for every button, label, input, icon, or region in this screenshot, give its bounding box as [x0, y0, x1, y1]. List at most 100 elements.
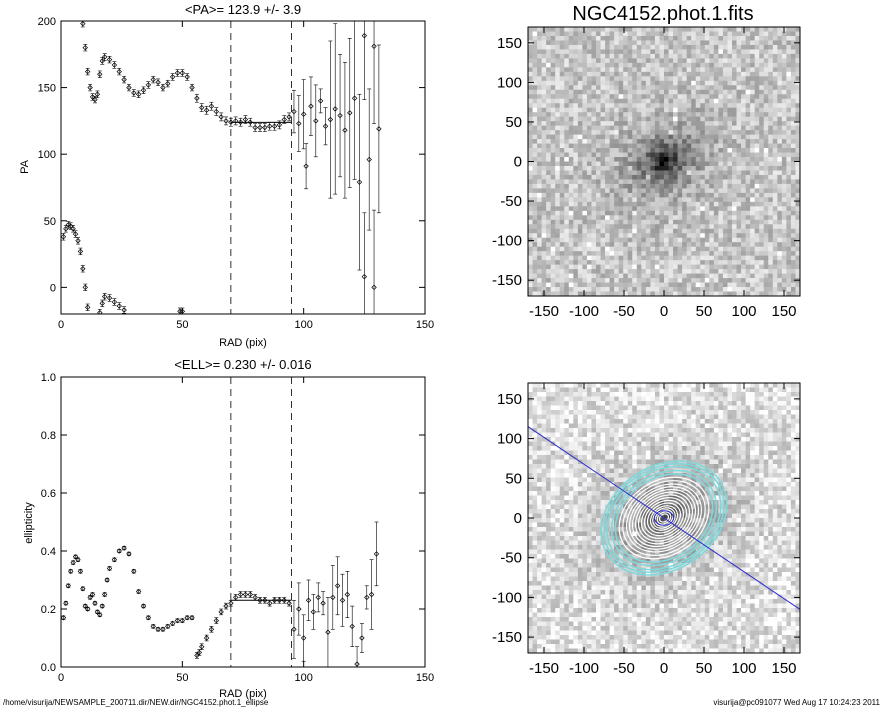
pa-plot-title: <PA>= 123.9 +/- 3.9 [185, 2, 301, 17]
isophote-contour [629, 486, 699, 550]
ell-data-point [315, 582, 321, 613]
ell-y-axis: 0.0 0.2 0.4 0.6 0.8 1.0 [41, 372, 425, 674]
pa-data-point [126, 83, 132, 92]
ell-data-point [189, 615, 195, 621]
image-x-tick-label: 150 [771, 303, 796, 320]
image-x-tick-label: 100 [731, 660, 756, 677]
pa-plot-frame [60, 20, 426, 315]
pa-data-point [97, 309, 103, 314]
pa-data-point [84, 67, 91, 76]
pa-data-point [99, 299, 105, 307]
ell-x-tick-label: 150 [416, 672, 434, 684]
contour-image-x-axis: -150 -100 -50 0 50 100 150 [529, 383, 797, 677]
isophote-contour [637, 494, 691, 542]
pa-data-point [145, 81, 152, 89]
pa-data-point [80, 265, 86, 273]
ell-data-point [155, 626, 161, 632]
pa-data-point [89, 93, 96, 101]
pa-data-point [286, 112, 292, 122]
ell-data-point [213, 617, 220, 624]
image-x-tick-label: 0 [660, 303, 668, 320]
pa-data-point [228, 117, 234, 127]
ell-data-point [257, 597, 263, 604]
pa-data-point [165, 79, 171, 88]
image-y-tick-label: -150 [492, 629, 522, 646]
pa-data-point [97, 70, 103, 78]
ell-data-point [121, 545, 127, 551]
pa-data-point [150, 75, 156, 84]
ell-data-point [92, 600, 98, 606]
pa-data-point [223, 116, 229, 126]
galaxy-image-x-axis: -150 -100 -50 0 50 100 150 [529, 27, 797, 320]
ell-data-point [61, 615, 67, 621]
ell-data-point [349, 605, 355, 648]
isophote-contour [631, 488, 697, 548]
pa-data-point [237, 117, 244, 127]
isophote-contour [614, 473, 714, 563]
pa-data-point [101, 293, 108, 301]
isophote-contour [640, 497, 688, 539]
image-x-tick-label: -100 [569, 660, 599, 677]
pa-data-point [303, 143, 309, 190]
pa-data-point [351, 21, 358, 180]
pa-data-point [271, 121, 278, 131]
pa-data-point [356, 93, 363, 271]
ell-data-point [104, 577, 110, 583]
pa-data-point [313, 84, 319, 158]
ell-data-point [364, 585, 370, 610]
pa-data-point [189, 83, 195, 92]
ell-data-point [111, 557, 118, 563]
ell-data-point [106, 565, 113, 572]
pa-data-point [179, 69, 186, 77]
ell-data-point [199, 643, 205, 650]
image-y-tick-label: 50 [505, 470, 522, 487]
pa-data-point [106, 294, 113, 302]
pa-x-tick-label: 100 [294, 319, 312, 331]
pa-data-point [140, 86, 147, 94]
pa-data-point [84, 303, 91, 311]
pa-data-point [199, 103, 205, 112]
ell-data-point [131, 568, 137, 574]
ell-data-point [233, 594, 239, 601]
ellipticity-plot: <ELL>= 0.230 +/- 0.016 0 50 100 150 0.00.20… [23, 357, 434, 700]
ell-y-axis-label: ellipticity [23, 502, 35, 544]
ell-data-point [203, 634, 210, 642]
pa-data-point [347, 38, 353, 188]
ell-data-point [135, 588, 142, 595]
pa-plot: <PA>= 123.9 +/- 3.9 0 50 100 150 0 50 100 150 2… [19, 2, 434, 349]
ell-data-point [75, 557, 81, 563]
pa-x-tick-label: 50 [176, 319, 188, 331]
pa-data-point [342, 61, 348, 199]
pa-data-point [77, 247, 84, 256]
image-x-tick-label: -150 [529, 303, 559, 320]
ell-data-point [99, 603, 105, 609]
ell-data-point [305, 579, 312, 621]
ell-data-point [252, 594, 258, 601]
ell-data-point [165, 623, 171, 630]
pa-data-point [87, 83, 93, 92]
image-x-tick-label: -50 [613, 303, 635, 320]
image-y-tick-label: 150 [497, 35, 522, 52]
galaxy-image [528, 27, 801, 297]
ell-data-point [262, 597, 268, 604]
isophote-contour [610, 469, 718, 567]
ell-data-point [89, 591, 96, 598]
isophote-contour [649, 505, 679, 531]
contour-image [528, 383, 800, 653]
pa-data-point [174, 69, 181, 77]
pa-data-point [203, 105, 210, 115]
ell-data-point [354, 646, 360, 667]
pa-data-point [65, 221, 71, 229]
ell-plot-frame [60, 376, 426, 668]
ell-y-tick-label: 0.4 [41, 546, 56, 558]
pa-x-axis: 0 50 100 150 [58, 21, 434, 331]
image-y-tick-label: 150 [497, 391, 522, 408]
pa-y-tick-label: 50 [44, 216, 56, 228]
ell-data-point [84, 606, 91, 612]
isophote-contour [656, 511, 672, 525]
image-x-tick-label: -50 [613, 660, 635, 677]
pa-data-point [233, 116, 239, 126]
ell-data-point [63, 600, 69, 606]
pa-data-point [111, 61, 118, 69]
ell-data-point [242, 591, 249, 598]
